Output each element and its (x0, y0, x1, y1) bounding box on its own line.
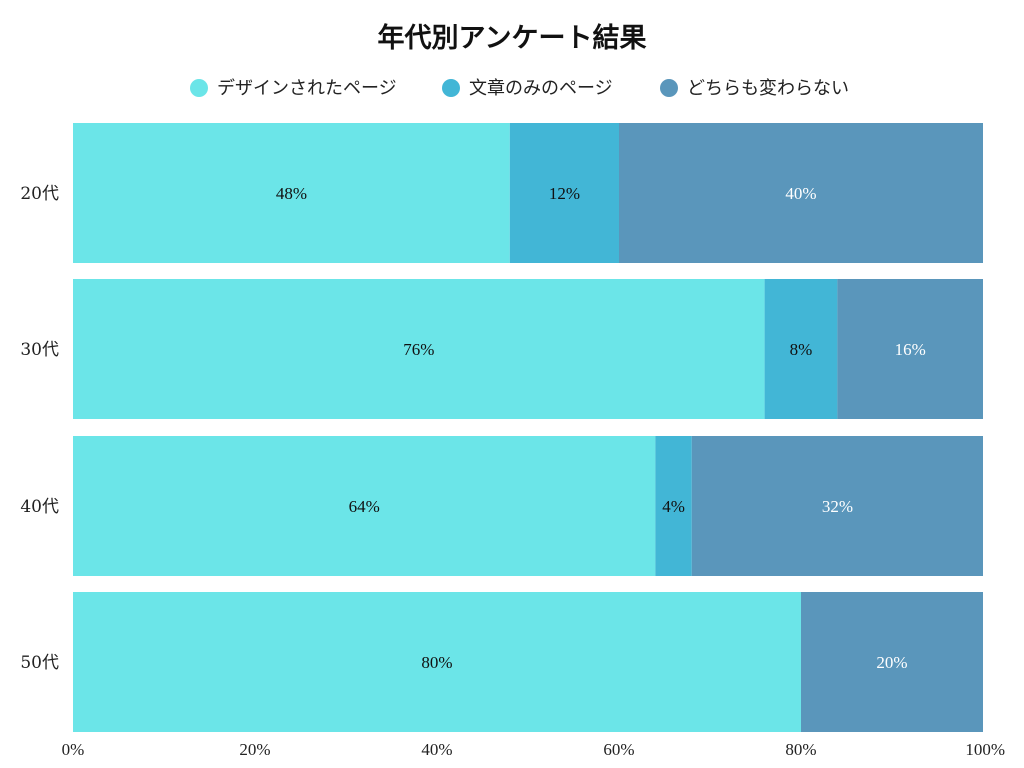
data-label: 16% (895, 340, 926, 359)
bar-segment (801, 592, 983, 732)
bars (73, 123, 983, 732)
legend: デザインされたページ 文章のみのページ どちらも変わらない (190, 78, 849, 99)
legend-item: どちらも変わらない (660, 78, 849, 99)
category-label: 50代 (20, 653, 59, 673)
x-tick-label: 40% (421, 740, 452, 759)
bar-segment (655, 436, 692, 576)
x-axis-ticks: 0% 20% 40% 60% 80% 100% (62, 740, 1005, 759)
data-label: 4% (662, 497, 685, 516)
bar-segment (73, 436, 656, 576)
bar-segment (73, 592, 801, 732)
legend-item: デザインされたページ (190, 78, 397, 99)
bar-segment (764, 279, 838, 419)
data-label: 32% (822, 497, 853, 516)
data-label: 80% (421, 653, 452, 672)
legend-swatch (442, 79, 460, 97)
chart-title: 年代別アンケート結果 (378, 22, 647, 54)
category-label: 20代 (20, 184, 59, 204)
legend-swatch (190, 79, 208, 97)
bar-segment (509, 123, 619, 263)
legend-item: 文章のみのページ (442, 78, 613, 99)
data-label: 20% (876, 653, 907, 672)
x-tick-label: 20% (239, 740, 270, 759)
x-tick-label: 60% (603, 740, 634, 759)
bar-segment (73, 279, 765, 419)
bar-segment (73, 123, 510, 263)
bar-labels: 48% 12% 40% 76% 8% 16% 64% 4% 32% 80% 20% (276, 184, 926, 672)
data-label: 76% (403, 340, 434, 359)
bar-segment (837, 279, 983, 419)
legend-label: どちらも変わらない (687, 78, 849, 99)
data-label: 40% (785, 184, 816, 203)
x-tick-label: 80% (785, 740, 816, 759)
data-label: 48% (276, 184, 307, 203)
category-labels: 20代 30代 40代 50代 (20, 184, 59, 673)
bar-segment (619, 123, 983, 263)
legend-swatch (660, 79, 678, 97)
x-tick-label: 100% (965, 740, 1005, 759)
data-label: 12% (549, 184, 580, 203)
legend-label: デザインされたページ (217, 78, 397, 99)
category-label: 40代 (20, 497, 59, 517)
legend-label: 文章のみのページ (469, 78, 613, 99)
bar-segment (691, 436, 983, 576)
data-label: 8% (790, 340, 813, 359)
data-label: 64% (349, 497, 380, 516)
category-label: 30代 (20, 340, 59, 360)
x-tick-label: 0% (62, 740, 85, 759)
